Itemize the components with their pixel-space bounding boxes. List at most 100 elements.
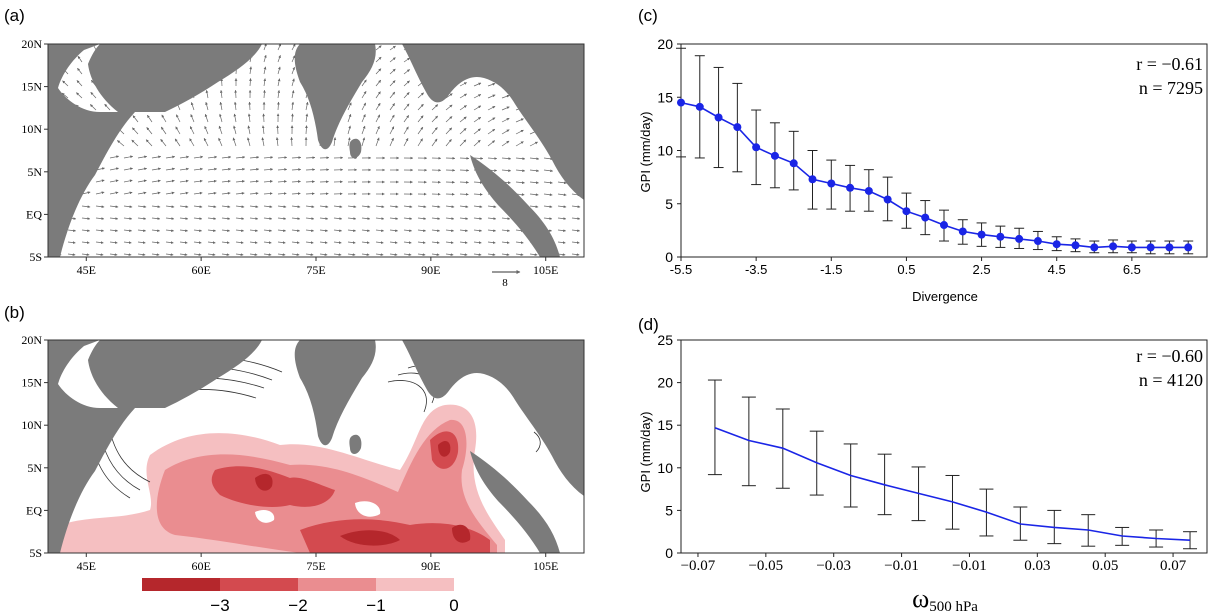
wind-vector: [431, 217, 441, 221]
land-shape: [402, 340, 584, 496]
wind-vector: [543, 193, 553, 197]
wind-vector: [261, 137, 265, 147]
wind-vector: [389, 229, 398, 232]
wind-vector: [207, 155, 218, 159]
wind-vector: [417, 241, 426, 244]
wind-vector: [403, 217, 413, 221]
wind-vector: [431, 104, 439, 111]
wind-vector: [190, 114, 195, 123]
wind-vector: [445, 241, 454, 244]
wind-vector: [459, 180, 469, 184]
lon-tick-label: 75E: [306, 559, 325, 573]
wind-vector: [207, 229, 216, 232]
wind-vector: [389, 253, 398, 256]
wind-vector: [233, 113, 237, 123]
wind-vector: [291, 156, 302, 159]
wind-vector: [95, 191, 105, 195]
wind-vector: [277, 229, 286, 232]
y-tick-label: 20: [657, 375, 673, 391]
wind-vector: [277, 44, 282, 51]
wind-vector: [417, 253, 426, 256]
wind-vector: [529, 141, 538, 147]
wind-vector: [263, 192, 273, 195]
wind-vector: [473, 193, 483, 196]
wind-vector: [473, 128, 481, 135]
wind-vector: [179, 167, 189, 171]
chart-d-ylabel: GPI (mm/day): [638, 412, 653, 493]
wind-vector-map: 20N 15N 10N 5N EQ 5S 45E 60E 75E 90E 105E 8: [21, 37, 585, 289]
wind-vector: [515, 141, 524, 147]
wind-vector: [235, 179, 245, 183]
map-a-axes: 20N 15N 10N 5N EQ 5S 45E 60E 75E 90E 105E: [21, 37, 558, 277]
data-point: [864, 186, 873, 195]
wind-vector: [249, 155, 260, 159]
wind-vector: [487, 117, 496, 123]
wind-vector: [487, 94, 496, 99]
wind-vector: [263, 156, 274, 159]
wind-vector: [109, 191, 119, 195]
wind-vector: [459, 241, 468, 244]
wind-vector: [189, 126, 195, 135]
wind-vector: [221, 253, 230, 256]
wind-vector: [473, 157, 484, 160]
wind-vector: [305, 101, 309, 111]
wind-vector: [403, 57, 411, 63]
wind-vector: [291, 55, 296, 63]
chart-c-ylabel: GPI (mm/day): [638, 112, 653, 193]
wind-vector: [459, 82, 467, 87]
wind-vector: [249, 179, 259, 183]
wind-vector: [291, 180, 301, 183]
panel-label-c: (c): [638, 6, 658, 25]
wind-vector: [235, 253, 244, 256]
lon-tick-label: 45E: [77, 559, 96, 573]
x-tick-label: 0.03: [1024, 558, 1050, 574]
wind-vector: [249, 253, 258, 256]
wind-vector: [190, 102, 195, 111]
wind-vector: [95, 179, 105, 183]
wind-vector: [179, 155, 190, 159]
wind-vector: [501, 157, 512, 160]
wind-vector: [319, 217, 329, 221]
wind-vector: [81, 191, 91, 195]
wind-vector: [204, 125, 209, 135]
data-point: [752, 143, 761, 152]
wind-vector: [151, 205, 161, 209]
land-shape: [402, 44, 584, 200]
wind-vector: [207, 241, 216, 244]
wind-vector: [487, 205, 497, 209]
wind-vector: [263, 44, 267, 51]
wind-vector: [473, 217, 483, 221]
lon-tick-label: 45E: [77, 263, 96, 277]
wind-vector: [193, 205, 203, 209]
x-tick-label: −0.05: [748, 558, 783, 574]
wind-vector: [403, 69, 410, 75]
wind-vector: [109, 155, 120, 159]
wind-vector: [431, 205, 441, 209]
wind-vector: [347, 137, 351, 147]
wind-vector: [249, 167, 260, 171]
wind-vector: [473, 181, 483, 184]
wind-vector: [389, 114, 395, 123]
data-point: [921, 213, 930, 222]
wind-vector: [361, 125, 366, 135]
wind-vector: [137, 179, 147, 183]
wind-vector: [347, 102, 352, 111]
x-tick-label: -3.5: [745, 262, 767, 277]
wind-vector: [375, 125, 380, 135]
wind-vector: [137, 205, 147, 209]
wind-vector: [109, 229, 118, 232]
data-point: [1033, 237, 1042, 246]
wind-vector: [459, 139, 467, 147]
wind-vector: [417, 92, 424, 99]
wind-vector: [263, 229, 272, 232]
wind-vector: [235, 205, 245, 209]
land-shape: [349, 138, 362, 158]
wind-vector: [275, 137, 279, 147]
wind-vector: [109, 253, 118, 256]
wind-vector: [571, 253, 580, 256]
wind-vector: [205, 90, 209, 99]
wind-vector: [333, 253, 342, 256]
wind-vector: [445, 93, 453, 99]
chart-c: 0 5 10 15 20 -5.5 -3.5 -1.5 0.5 2.5 4.5 6.5 GPI (mm…: [638, 36, 1208, 304]
